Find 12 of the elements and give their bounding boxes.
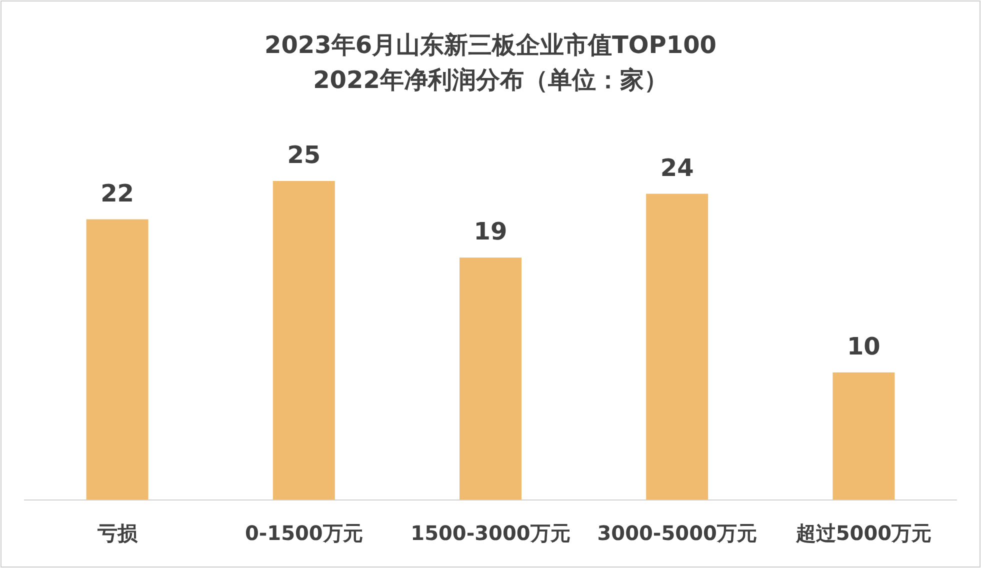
title: 2023年6月山东新三板企业市值TOP100 [264, 31, 716, 59]
x-tick-label: 0-1500万元 [244, 521, 363, 545]
x-tick-label: 1500-3000万元 [410, 521, 570, 545]
data-label: 24 [660, 154, 694, 182]
x-tick-label: 亏损 [96, 521, 138, 545]
data-label: 19 [474, 218, 508, 246]
subtitle: 2022年净利润分布（单位：家） [313, 66, 668, 94]
x-tick-label: 3000-5000万元 [597, 521, 757, 545]
data-label: 25 [287, 141, 321, 169]
data-label: 22 [100, 179, 134, 208]
x-tick-label: 超过5000万元 [794, 521, 932, 545]
data-label: 10 [846, 332, 880, 360]
